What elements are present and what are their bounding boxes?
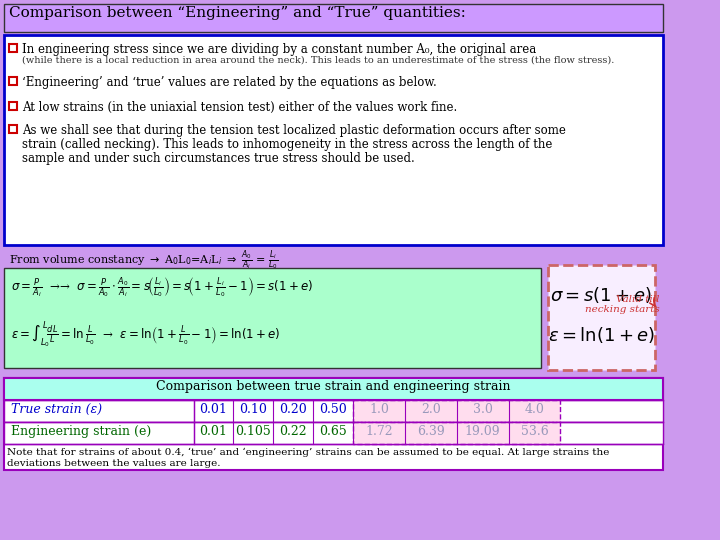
Text: 0.65: 0.65 xyxy=(319,425,347,438)
Text: 1.0: 1.0 xyxy=(369,403,389,416)
Text: sample and under such circumstances true stress should be used.: sample and under such circumstances true… xyxy=(22,152,415,165)
Bar xyxy=(4,268,541,368)
Bar xyxy=(9,77,17,85)
Text: Valid till
necking starts: Valid till necking starts xyxy=(585,295,660,314)
Text: 0.50: 0.50 xyxy=(319,403,347,416)
Text: (while there is a local reduction in area around the neck). This leads to an und: (while there is a local reduction in are… xyxy=(22,56,615,65)
Bar xyxy=(4,35,663,245)
Text: Engineering strain (e): Engineering strain (e) xyxy=(11,425,151,438)
Text: In engineering stress since we are dividing by a constant number A₀, the origina: In engineering stress since we are divid… xyxy=(22,43,536,56)
Text: 19.09: 19.09 xyxy=(465,425,500,438)
Text: Comparison between “Engineering” and “True” quantities:: Comparison between “Engineering” and “Tr… xyxy=(9,6,466,20)
Bar xyxy=(4,422,663,444)
Text: At low strains (in the uniaxial tension test) either of the values work fine.: At low strains (in the uniaxial tension … xyxy=(22,101,457,114)
Bar xyxy=(4,378,663,470)
Bar xyxy=(549,265,655,370)
Text: From volume constancy $\rightarrow$ A$_0$L$_0$=A$_i$L$_i$ $\Rightarrow$ $\frac{A: From volume constancy $\rightarrow$ A$_0… xyxy=(9,248,279,272)
Text: strain (called necking). This leads to inhomogeneity in the stress across the le: strain (called necking). This leads to i… xyxy=(22,138,553,151)
Text: 6.39: 6.39 xyxy=(417,425,445,438)
Bar xyxy=(9,102,17,110)
Text: 0.105: 0.105 xyxy=(235,425,271,438)
Bar xyxy=(4,4,663,32)
Bar xyxy=(9,44,17,52)
Text: $\sigma = s(1+e)$: $\sigma = s(1+e)$ xyxy=(550,285,652,305)
Text: $\varepsilon = \int_{L_0}^{L}\!\frac{dL}{L} = \ln\frac{L}{L_0}$  →  $\varepsilon: $\varepsilon = \int_{L_0}^{L}\!\frac{dL}… xyxy=(11,320,281,350)
Text: 0.22: 0.22 xyxy=(279,425,307,438)
Text: 2.0: 2.0 xyxy=(421,403,441,416)
Text: 0.01: 0.01 xyxy=(199,425,228,438)
Text: 0.10: 0.10 xyxy=(240,403,267,416)
Text: $\varepsilon = \ln(1+e)$: $\varepsilon = \ln(1+e)$ xyxy=(548,325,655,345)
Bar xyxy=(353,422,560,444)
Text: True strain (ε): True strain (ε) xyxy=(11,403,102,416)
Text: $\sigma = \frac{P}{A_i}$  →→  $\sigma = \frac{P}{A_0} \cdot \frac{A_0}{A_i} = s\: $\sigma = \frac{P}{A_i}$ →→ $\sigma = \f… xyxy=(11,275,313,300)
Bar xyxy=(4,378,663,400)
Text: ‘Engineering’ and ‘true’ values are related by the equations as below.: ‘Engineering’ and ‘true’ values are rela… xyxy=(22,76,437,89)
Bar xyxy=(353,400,560,422)
Text: 3.0: 3.0 xyxy=(473,403,492,416)
Text: 4.0: 4.0 xyxy=(525,403,544,416)
Text: 0.20: 0.20 xyxy=(279,403,307,416)
Text: Comparison between true strain and engineering strain: Comparison between true strain and engin… xyxy=(156,380,510,393)
Text: 1.72: 1.72 xyxy=(365,425,392,438)
Text: 0.01: 0.01 xyxy=(199,403,228,416)
Text: 53.6: 53.6 xyxy=(521,425,549,438)
Bar xyxy=(4,400,663,422)
Bar xyxy=(9,125,17,133)
Text: Note that for strains of about 0.4, ‘true’ and ‘engineering’ strains can be assu: Note that for strains of about 0.4, ‘tru… xyxy=(7,448,610,468)
Text: As we shall see that during the tension test localized plastic deformation occur: As we shall see that during the tension … xyxy=(22,124,566,137)
